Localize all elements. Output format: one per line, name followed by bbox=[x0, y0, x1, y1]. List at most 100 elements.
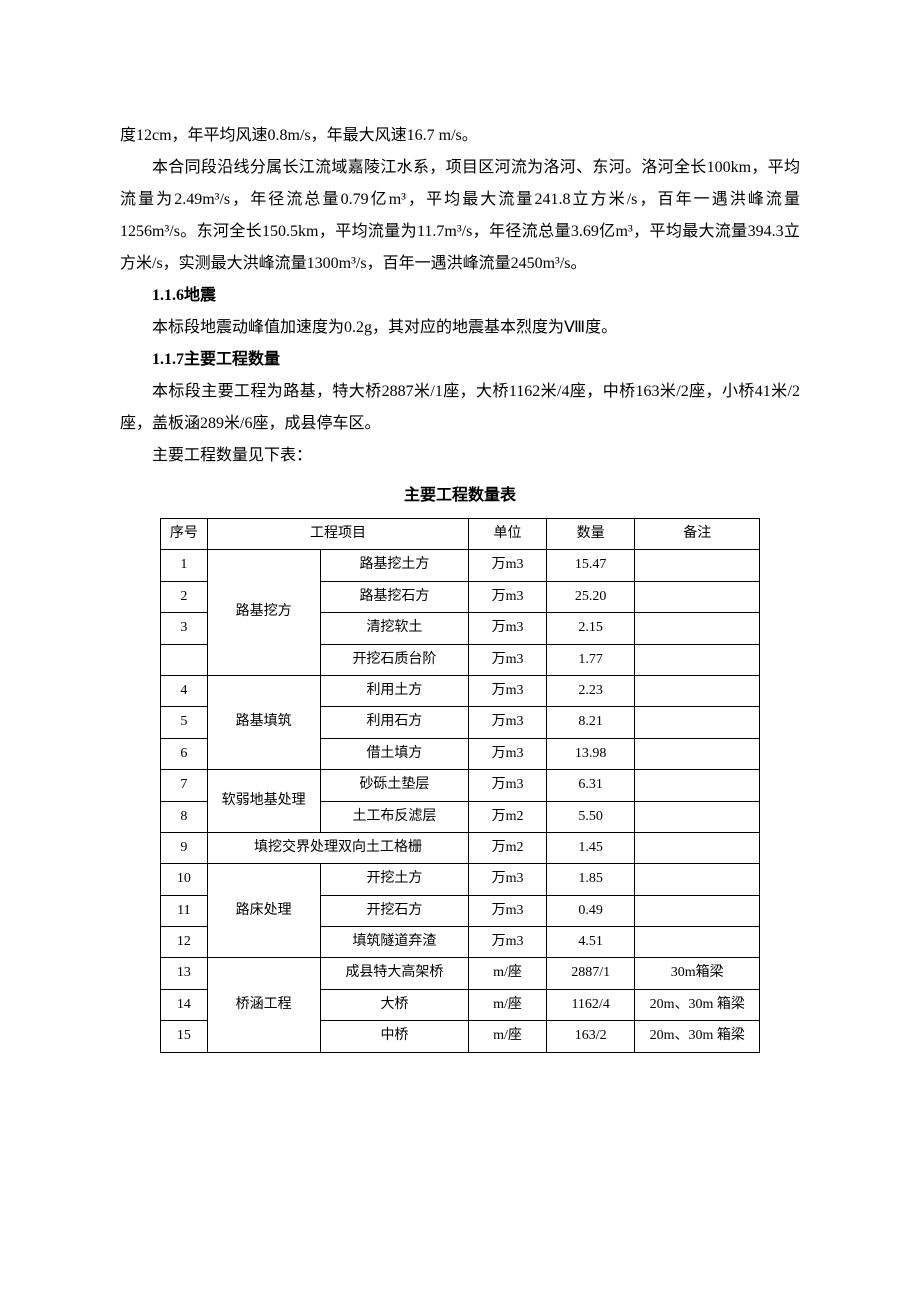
table-cell: 163/2 bbox=[546, 1021, 635, 1052]
col-header-seq: 序号 bbox=[161, 519, 208, 550]
table-header-row: 序号 工程项目 单位 数量 备注 bbox=[161, 519, 760, 550]
table-row: 4路基填筑利用土方万m32.23 bbox=[161, 675, 760, 706]
table-cell: 6.31 bbox=[546, 770, 635, 801]
table-cell bbox=[635, 675, 760, 706]
table-cell: 2.15 bbox=[546, 613, 635, 644]
quantities-table: 序号 工程项目 单位 数量 备注 1路基挖方路基挖土方万m315.472路基挖石… bbox=[160, 518, 760, 1053]
table-cell: 万m3 bbox=[469, 613, 547, 644]
table-cell: 2887/1 bbox=[546, 958, 635, 989]
table-cell: m/座 bbox=[469, 989, 547, 1020]
table-cell: 13 bbox=[161, 958, 208, 989]
table-cell bbox=[635, 581, 760, 612]
table-cell: 万m2 bbox=[469, 801, 547, 832]
table-cell: 4 bbox=[161, 675, 208, 706]
table-cell: 万m3 bbox=[469, 707, 547, 738]
table-cell: 路基填筑 bbox=[207, 675, 320, 769]
table-cell: 成县特大高架桥 bbox=[320, 958, 469, 989]
table-cell bbox=[161, 644, 208, 675]
table-cell bbox=[635, 644, 760, 675]
table-cell: 8.21 bbox=[546, 707, 635, 738]
table-cell: 15.47 bbox=[546, 550, 635, 581]
table-cell bbox=[635, 707, 760, 738]
table-row: 1路基挖方路基挖土方万m315.47 bbox=[161, 550, 760, 581]
table-cell: 7 bbox=[161, 770, 208, 801]
table-cell bbox=[635, 864, 760, 895]
table-cell: m/座 bbox=[469, 1021, 547, 1052]
document-page: 度12cm，年平均风速0.8m/s，年最大风速16.7 m/s。 本合同段沿线分… bbox=[0, 0, 920, 1113]
table-cell: 1.77 bbox=[546, 644, 635, 675]
col-header-note: 备注 bbox=[635, 519, 760, 550]
table-cell: 2 bbox=[161, 581, 208, 612]
paragraph-quantities-summary: 本标段主要工程为路基，特大桥2887米/1座，大桥1162米/4座，中桥163米… bbox=[120, 376, 800, 440]
col-header-unit: 单位 bbox=[469, 519, 547, 550]
table-cell: 土工布反滤层 bbox=[320, 801, 469, 832]
table-cell: 13.98 bbox=[546, 738, 635, 769]
table-row: 9填挖交界处理双向土工格栅万m21.45 bbox=[161, 832, 760, 863]
table-cell: 填筑隧道弃渣 bbox=[320, 927, 469, 958]
table-cell: 10 bbox=[161, 864, 208, 895]
table-cell: 30m箱梁 bbox=[635, 958, 760, 989]
table-cell: 1.45 bbox=[546, 832, 635, 863]
table-cell: 软弱地基处理 bbox=[207, 770, 320, 833]
table-cell bbox=[635, 613, 760, 644]
table-cell bbox=[635, 738, 760, 769]
table-cell bbox=[635, 927, 760, 958]
table-cell: 万m3 bbox=[469, 644, 547, 675]
paragraph-continuation: 度12cm，年平均风速0.8m/s，年最大风速16.7 m/s。 bbox=[120, 120, 800, 152]
table-cell: 0.49 bbox=[546, 895, 635, 926]
table-row: 10路床处理开挖土方万m31.85 bbox=[161, 864, 760, 895]
table-cell: 1.85 bbox=[546, 864, 635, 895]
table-cell: 万m3 bbox=[469, 550, 547, 581]
table-cell: 利用土方 bbox=[320, 675, 469, 706]
heading-seismic: 1.1.6地震 bbox=[120, 280, 800, 312]
table-cell: 5 bbox=[161, 707, 208, 738]
table-cell: 万m3 bbox=[469, 675, 547, 706]
table-cell bbox=[635, 770, 760, 801]
table-cell: 15 bbox=[161, 1021, 208, 1052]
table-cell: 6 bbox=[161, 738, 208, 769]
table-cell bbox=[635, 895, 760, 926]
table-cell bbox=[635, 550, 760, 581]
table-cell: 20m、30m 箱梁 bbox=[635, 989, 760, 1020]
table-cell: 大桥 bbox=[320, 989, 469, 1020]
table-cell: 万m3 bbox=[469, 864, 547, 895]
paragraph-hydrology: 本合同段沿线分属长江流域嘉陵江水系，项目区河流为洛河、东河。洛河全长100km，… bbox=[120, 152, 800, 280]
table-cell: 1162/4 bbox=[546, 989, 635, 1020]
table-row: 7软弱地基处理砂砾土垫层万m36.31 bbox=[161, 770, 760, 801]
table-cell: 路基挖石方 bbox=[320, 581, 469, 612]
table-cell: 8 bbox=[161, 801, 208, 832]
table-cell: 5.50 bbox=[546, 801, 635, 832]
table-cell: 开挖石质台阶 bbox=[320, 644, 469, 675]
table-cell bbox=[635, 801, 760, 832]
table-cell: m/座 bbox=[469, 958, 547, 989]
table-cell: 11 bbox=[161, 895, 208, 926]
table-cell: 12 bbox=[161, 927, 208, 958]
table-cell: 20m、30m 箱梁 bbox=[635, 1021, 760, 1052]
heading-quantities: 1.1.7主要工程数量 bbox=[120, 344, 800, 376]
table-cell: 万m3 bbox=[469, 581, 547, 612]
col-header-project: 工程项目 bbox=[207, 519, 469, 550]
table-cell: 开挖石方 bbox=[320, 895, 469, 926]
paragraph-table-intro: 主要工程数量见下表： bbox=[120, 440, 800, 472]
table-cell: 利用石方 bbox=[320, 707, 469, 738]
paragraph-seismic: 本标段地震动峰值加速度为0.2g，其对应的地震基本烈度为Ⅷ度。 bbox=[120, 312, 800, 344]
table-cell: 3 bbox=[161, 613, 208, 644]
table-cell: 14 bbox=[161, 989, 208, 1020]
table-cell: 4.51 bbox=[546, 927, 635, 958]
table-cell: 砂砾土垫层 bbox=[320, 770, 469, 801]
table-cell: 万m3 bbox=[469, 770, 547, 801]
table-cell: 2.23 bbox=[546, 675, 635, 706]
table-cell: 中桥 bbox=[320, 1021, 469, 1052]
table-cell: 路基挖方 bbox=[207, 550, 320, 676]
table-cell: 万m2 bbox=[469, 832, 547, 863]
table-cell: 1 bbox=[161, 550, 208, 581]
table-cell: 桥涵工程 bbox=[207, 958, 320, 1052]
table-cell: 填挖交界处理双向土工格栅 bbox=[207, 832, 469, 863]
table-cell: 路床处理 bbox=[207, 864, 320, 958]
table-cell: 万m3 bbox=[469, 895, 547, 926]
table-cell: 万m3 bbox=[469, 927, 547, 958]
table-cell: 借土填方 bbox=[320, 738, 469, 769]
table-cell: 9 bbox=[161, 832, 208, 863]
table-cell: 万m3 bbox=[469, 738, 547, 769]
table-cell: 开挖土方 bbox=[320, 864, 469, 895]
